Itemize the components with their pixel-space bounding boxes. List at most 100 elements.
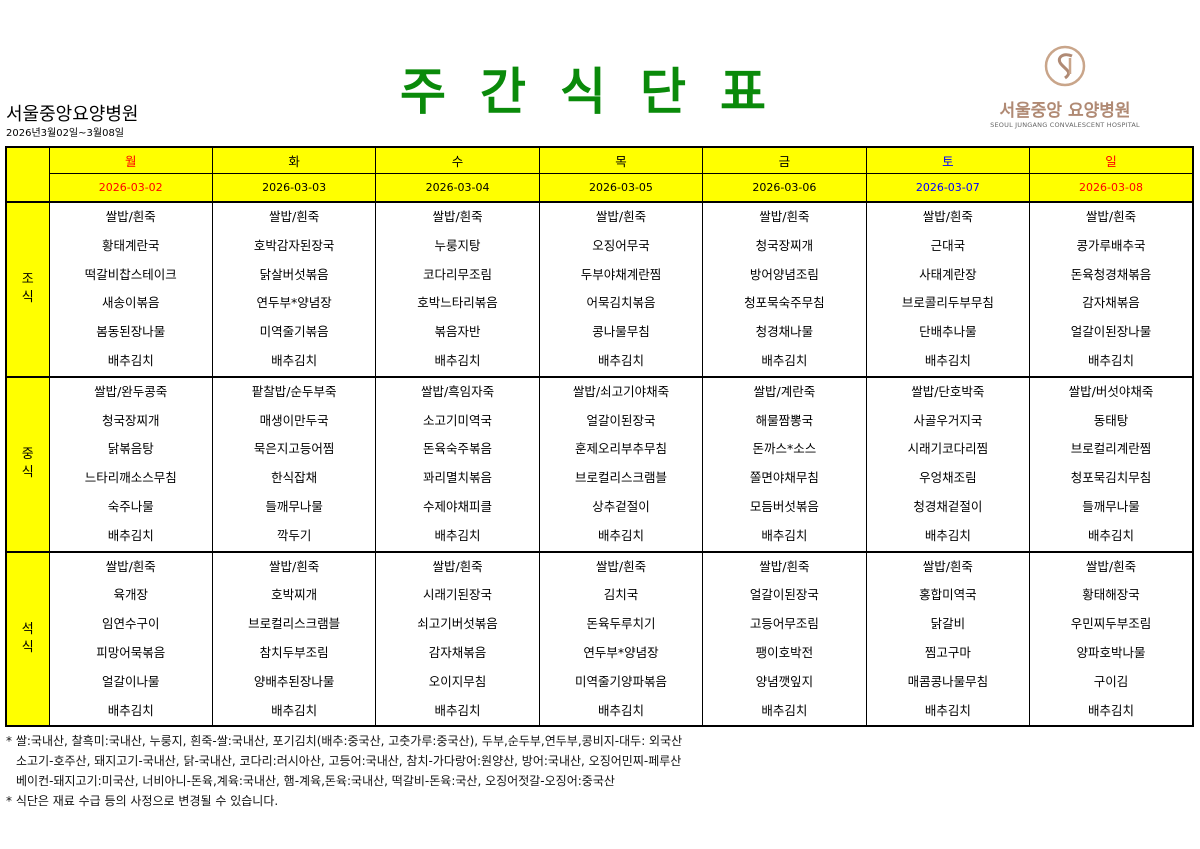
- menu-item: 콩가루배추국: [1076, 237, 1146, 253]
- menu-cell: 쌀밥/흰죽 누룽지탕 코다리무조림 호박느타리볶음 볶음자반 배추김치: [375, 201, 540, 378]
- menu-item: 소고기미역국: [423, 412, 493, 428]
- menu-item: 배추김치: [761, 702, 808, 718]
- menu-item: 수제야채피클: [423, 498, 493, 514]
- menu-item: 연두부*양념장: [583, 644, 659, 660]
- menu-item: 쌀밥/흰죽: [432, 209, 483, 224]
- menu-item: 닭살버섯볶음: [259, 266, 329, 282]
- menu-item: 청경채겉절이: [913, 498, 983, 514]
- menu-item: 쌀밥/흰죽: [759, 558, 810, 574]
- menu-item: 황태계란국: [101, 237, 160, 253]
- menu-item: 닭갈비: [930, 616, 966, 632]
- menu-item: 배추김치: [597, 352, 644, 368]
- menu-item: 호박감자된장국: [253, 237, 335, 253]
- menu-item: 얼갈이나물: [101, 673, 160, 689]
- menu-item: 쌀밥/계란죽: [753, 383, 816, 399]
- menu-item: 배추김치: [271, 352, 318, 368]
- day-date-3: 2026-03-05: [538, 173, 704, 203]
- menu-item: 팽이호박전: [755, 644, 814, 660]
- menu-cell: 쌀밥/흰죽 홍합미역국 닭갈비 찜고구마 매콤콩나물무침 배추김치: [865, 551, 1031, 727]
- menu-item: 우엉채조림: [919, 470, 977, 486]
- menu-item: 매생이만두국: [259, 412, 329, 428]
- menu-item: 쌀밥/흰죽: [105, 209, 156, 224]
- menu-cell: 쌀밥/흰죽 황태계란국 떡갈비찹스테이크 새송이볶음 봄동된장나물 배추김치: [48, 201, 213, 378]
- menu-cell: 쌀밥/흰죽 호박감자된장국 닭살버섯볶음 연두부*양념장 미역줄기볶음 배추김치: [211, 201, 377, 378]
- note-line: 소고기-호주산, 돼지고기-국내산, 닭-국내산, 코다리:러시아산, 고등어:…: [16, 754, 682, 768]
- menu-cell: 쌀밥/흑임자죽 소고기미역국 돈육숙주볶음 꽈리멸치볶음 수제야채피클 배추김치: [375, 376, 540, 553]
- day-name-4: 금: [702, 146, 867, 174]
- menu-item: 두부야채계란찜: [580, 266, 662, 282]
- day-date-6: 2026-03-08: [1029, 173, 1194, 203]
- menu-item: 근대국: [930, 237, 966, 253]
- menu-item: 쌀밥/쇠고기야채죽: [572, 383, 670, 399]
- menu-item: 쇠고기버섯볶음: [417, 616, 498, 632]
- menu-item: 청국장찌개: [101, 412, 160, 428]
- menu-item: 우민찌두부조림: [1070, 616, 1152, 632]
- menu-item: 연두부*양념장: [256, 295, 332, 311]
- day-name-5: 토: [865, 146, 1031, 174]
- meal-label-char: 식: [21, 465, 34, 481]
- menu-item: 시래기코다리찜: [907, 441, 989, 457]
- menu-item: 느타리깨소스무침: [84, 470, 177, 486]
- corner-cell: [5, 146, 50, 203]
- menu-item: 들깨무나물: [1082, 498, 1140, 514]
- menu-item: 얼갈이된장국: [586, 412, 656, 428]
- day-name-3: 목: [538, 146, 704, 174]
- menu-item: 찜고구마: [924, 644, 971, 660]
- menu-item: 배추김치: [107, 702, 154, 718]
- day-name-1: 화: [211, 146, 377, 174]
- day-date-4: 2026-03-06: [702, 173, 867, 203]
- menu-item: 쌀밥/흰죽: [595, 558, 647, 574]
- meal-label-char: 석: [21, 621, 34, 637]
- menu-item: 콩나물무침: [592, 324, 650, 340]
- menu-item: 배추김치: [107, 527, 154, 543]
- menu-item: 청경채나물: [755, 324, 814, 340]
- menu-cell: 쌀밥/계란죽 해물짬뽕국 돈까스*소스 쫄면야채무침 모듬버섯볶음 배추김치: [702, 376, 867, 553]
- menu-item: 김치국: [603, 587, 639, 603]
- menu-item: 청국장찌개: [755, 237, 814, 253]
- menu-item: 육개장: [113, 587, 148, 603]
- origin-notes: * 쌀:국내산, 찰흑미:국내산, 누룽지, 흰죽-쌀:국내산, 포기김치(배추…: [6, 731, 682, 811]
- menu-item: 배추김치: [924, 702, 971, 718]
- menu-item: 매콤콩나물무침: [907, 673, 989, 689]
- menu-item: 사골우거지국: [913, 412, 983, 428]
- meal-row: 중 식 쌀밥/완두콩죽 청국장찌개 닭볶음탕 느타리깨소스무침 숙주나물 배추김치 팥찰밥/순두…: [5, 376, 1194, 553]
- day-date-2: 2026-03-04: [375, 173, 540, 203]
- menu-item: 호박느타리볶음: [417, 295, 498, 311]
- menu-item: 구이김: [1093, 673, 1129, 689]
- logo-text-kr: 서울중앙 요양병원: [999, 101, 1131, 121]
- note-line: * 쌀:국내산, 찰흑미:국내산, 누룽지, 흰죽-쌀:국내산, 포기김치(배추…: [6, 734, 683, 748]
- menu-item: 양배추된장나물: [253, 673, 335, 689]
- menu-item: 브로컬리스크램블: [574, 470, 667, 486]
- menu-item: 쌀밥/흑임자죽: [420, 383, 495, 399]
- menu-item: 깍두기: [276, 527, 312, 543]
- note-line: * 식단은 재료 수급 등의 사정으로 변경될 수 있습니다.: [6, 794, 279, 808]
- menu-item: 들깨무나물: [265, 498, 323, 514]
- menu-item: 방어양념조림: [749, 266, 819, 282]
- menu-cell: 쌀밥/흰죽 시래기된장국 쇠고기버섯볶음 감자채볶음 오이지무침 배추김치: [375, 551, 540, 727]
- menu-item: 황태해장국: [1082, 587, 1140, 603]
- menu-item: 배추김치: [761, 527, 808, 543]
- menu-item: 쌀밥/흰죽: [432, 558, 483, 574]
- day-name-6: 일: [1029, 146, 1194, 174]
- menu-item: 얼갈이된장나물: [1070, 324, 1152, 340]
- menu-item: 돈육숙주볶음: [423, 441, 493, 457]
- day-name-0: 월: [48, 146, 213, 174]
- menu-item: 새송이볶음: [101, 295, 160, 311]
- menu-item: 닭볶음탕: [107, 441, 154, 457]
- menu-item: 임연수구이: [101, 616, 160, 632]
- menu-item: 배추김치: [434, 527, 481, 543]
- menu-item: 참치두부조림: [259, 644, 329, 660]
- menu-item: 동태탕: [1093, 412, 1129, 428]
- menu-cell: 쌀밥/흰죽 육개장 임연수구이 피망어묵볶음 얼갈이나물 배추김치: [48, 551, 213, 727]
- menu-item: 쌀밥/단호박죽: [911, 383, 985, 399]
- menu-item: 오징어무국: [592, 237, 650, 253]
- menu-item: 배추김치: [434, 702, 481, 718]
- menu-cell: 쌀밥/완두콩죽 청국장찌개 닭볶음탕 느타리깨소스무침 숙주나물 배추김치: [48, 376, 213, 553]
- hospital-name: 서울중앙요양병원: [6, 104, 139, 125]
- menu-item: 배추김치: [107, 352, 154, 368]
- menu-item: 청포묵김치무침: [1070, 470, 1152, 486]
- weekly-menu-table: 월 화 수 목 금 토 일 2026-03-02 2026-03-03 2026-03-04 202…: [5, 146, 1194, 728]
